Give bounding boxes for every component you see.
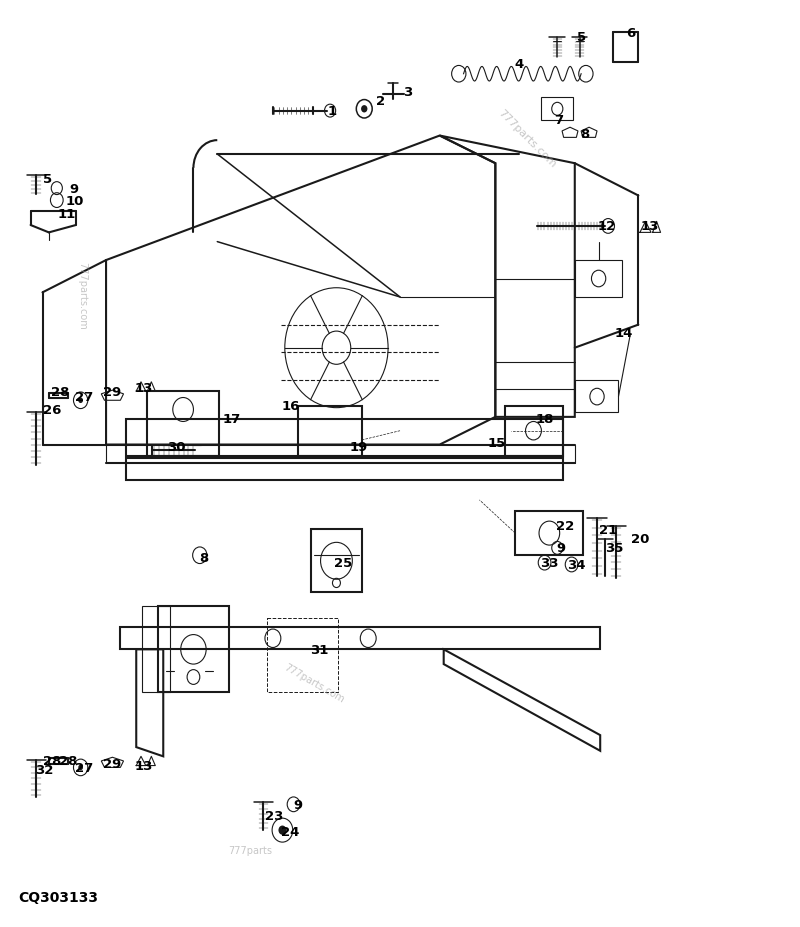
Text: 16: 16 (281, 400, 299, 413)
Circle shape (78, 398, 83, 403)
Text: 9: 9 (70, 183, 79, 196)
Text: 777parts: 777parts (229, 845, 273, 856)
Text: 18: 18 (535, 413, 554, 425)
Text: 11: 11 (58, 209, 75, 222)
Text: 13: 13 (135, 381, 154, 394)
Text: 1: 1 (328, 105, 337, 118)
Text: 777parts.com: 777parts.com (282, 662, 346, 704)
Text: 13: 13 (641, 220, 659, 233)
Circle shape (361, 106, 367, 113)
Text: 26: 26 (43, 403, 62, 416)
Text: 19: 19 (350, 440, 368, 453)
Text: 777parts.com: 777parts.com (496, 108, 558, 170)
Text: CQ303133: CQ303133 (18, 890, 98, 904)
Circle shape (78, 765, 83, 770)
Text: 25: 25 (334, 556, 352, 569)
Text: 24: 24 (281, 826, 299, 839)
Text: 31: 31 (310, 643, 328, 656)
Text: 33: 33 (540, 556, 558, 569)
Text: 23: 23 (266, 809, 284, 822)
Text: 6: 6 (626, 27, 635, 40)
Text: 10: 10 (65, 195, 83, 208)
Text: 22: 22 (556, 520, 574, 533)
Text: 13: 13 (135, 759, 154, 772)
Text: 27: 27 (74, 390, 93, 403)
Text: 28: 28 (43, 754, 62, 767)
Text: 5: 5 (577, 32, 586, 44)
Text: 4: 4 (514, 58, 524, 71)
Text: 7: 7 (554, 114, 563, 127)
Circle shape (278, 826, 286, 835)
Text: 5: 5 (43, 173, 53, 186)
Text: 8: 8 (199, 551, 208, 564)
Text: 32: 32 (35, 763, 54, 776)
Text: 8: 8 (581, 128, 590, 141)
Text: 12: 12 (598, 220, 616, 233)
Text: 17: 17 (222, 413, 241, 425)
Text: 9: 9 (557, 541, 566, 554)
Text: 35: 35 (606, 541, 624, 554)
Text: 28: 28 (58, 754, 77, 767)
Text: 29: 29 (103, 757, 122, 770)
Text: 2: 2 (375, 95, 385, 108)
Text: 20: 20 (630, 533, 649, 546)
Text: 21: 21 (599, 524, 618, 537)
Text: 3: 3 (403, 85, 413, 98)
Text: 28: 28 (50, 385, 69, 398)
Text: 29: 29 (103, 385, 122, 398)
Text: 27: 27 (74, 761, 93, 774)
Text: 14: 14 (615, 326, 634, 339)
Text: 30: 30 (166, 440, 186, 453)
Text: 777parts.com: 777parts.com (78, 262, 87, 330)
Text: 15: 15 (488, 437, 506, 450)
Text: 34: 34 (567, 558, 586, 571)
Text: 9: 9 (294, 798, 303, 811)
